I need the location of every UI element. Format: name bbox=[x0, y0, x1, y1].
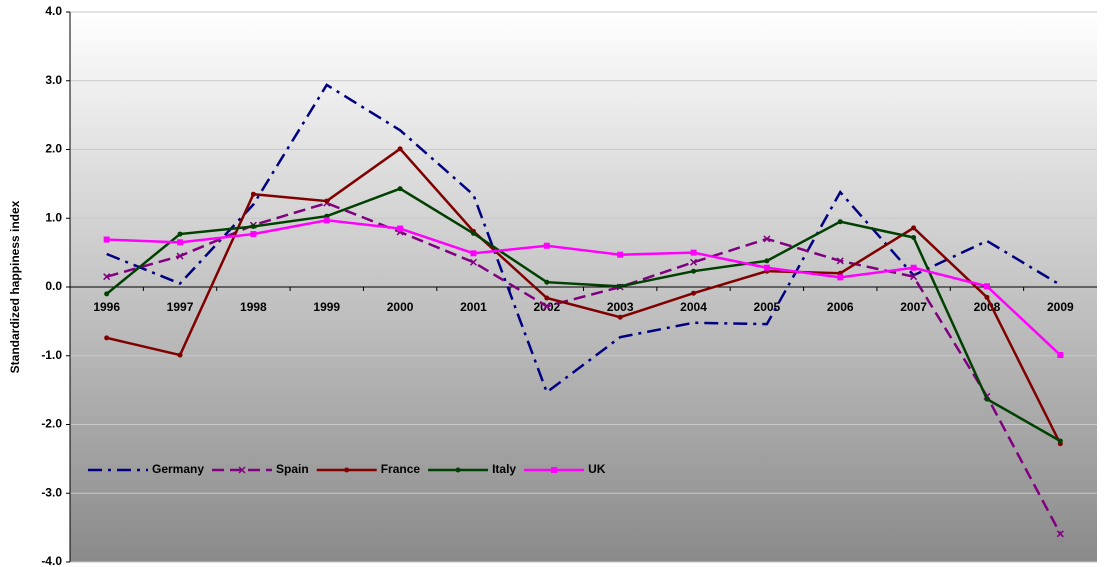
data-point bbox=[176, 252, 184, 260]
legend-label: Spain bbox=[276, 462, 309, 476]
x-tick-label: 1996 bbox=[93, 300, 120, 314]
data-point bbox=[983, 283, 990, 290]
data-point bbox=[984, 396, 990, 402]
data-point bbox=[1056, 530, 1064, 538]
data-point bbox=[104, 291, 110, 297]
data-point bbox=[691, 268, 697, 274]
data-point bbox=[469, 258, 477, 266]
series-line bbox=[105, 187, 1061, 443]
x-tick-label: 2006 bbox=[827, 300, 854, 314]
data-point bbox=[250, 231, 257, 238]
data-point bbox=[250, 191, 256, 197]
data-point bbox=[1057, 438, 1063, 444]
data-point bbox=[103, 236, 110, 243]
data-point bbox=[397, 146, 403, 152]
data-point bbox=[544, 279, 550, 285]
data-point bbox=[103, 273, 111, 281]
data-point bbox=[617, 314, 623, 320]
data-point bbox=[690, 249, 697, 256]
data-point bbox=[397, 225, 404, 232]
data-point bbox=[324, 198, 330, 204]
data-point bbox=[911, 225, 917, 231]
legend-label: UK bbox=[588, 462, 606, 476]
y-tick-label: 3.0 bbox=[45, 73, 62, 87]
data-point bbox=[250, 224, 256, 229]
data-point bbox=[836, 257, 844, 265]
x-tick-label: 1999 bbox=[313, 300, 340, 314]
x-tick-label: 2003 bbox=[607, 300, 634, 314]
y-tick-label: 2.0 bbox=[45, 142, 62, 156]
data-point bbox=[984, 294, 990, 300]
x-tick-label: 2005 bbox=[754, 300, 781, 314]
data-point bbox=[470, 250, 477, 257]
x-tick-label: 1998 bbox=[240, 300, 267, 314]
data-point bbox=[544, 295, 550, 301]
data-point bbox=[690, 258, 698, 266]
legend-marker bbox=[551, 467, 558, 473]
legend-marker bbox=[238, 466, 246, 474]
data-point bbox=[763, 264, 770, 271]
y-tick-label: 1.0 bbox=[45, 210, 62, 224]
data-point bbox=[910, 264, 917, 271]
legend-marker bbox=[455, 467, 461, 473]
data-point bbox=[911, 235, 917, 240]
series-line bbox=[106, 201, 1062, 535]
x-tick-label: 2001 bbox=[460, 300, 487, 314]
x-tick-label: 2008 bbox=[974, 300, 1001, 314]
data-point bbox=[764, 258, 770, 264]
data-point bbox=[470, 230, 476, 236]
data-point bbox=[104, 335, 110, 341]
series-line bbox=[106, 83, 1061, 395]
data-point bbox=[397, 186, 403, 192]
y-tick-label: -3.0 bbox=[41, 485, 62, 499]
data-point bbox=[323, 217, 330, 224]
data-point bbox=[910, 273, 918, 281]
data-point bbox=[837, 274, 844, 281]
x-tick-label: 2009 bbox=[1047, 300, 1074, 314]
data-point bbox=[837, 219, 843, 225]
data-point bbox=[543, 302, 551, 310]
data-point bbox=[177, 239, 184, 246]
data-point bbox=[617, 283, 623, 289]
legend-label: France bbox=[381, 462, 421, 476]
y-axis-title: Standardized happiness index bbox=[8, 200, 22, 373]
y-tick-label: -4.0 bbox=[41, 554, 62, 567]
x-tick-label: 1997 bbox=[167, 300, 194, 314]
data-point bbox=[543, 242, 550, 249]
data-point bbox=[691, 290, 697, 296]
data-point bbox=[177, 352, 183, 358]
legend-label: Italy bbox=[492, 462, 516, 476]
data-point bbox=[763, 235, 771, 243]
data-point bbox=[617, 251, 624, 258]
y-tick-label: -1.0 bbox=[41, 348, 62, 362]
x-tick-label: 2000 bbox=[387, 300, 414, 314]
x-tick-label: 2007 bbox=[900, 300, 927, 314]
legend-label: Germany bbox=[152, 462, 204, 476]
data-point bbox=[1057, 352, 1064, 359]
y-tick-label: 4.0 bbox=[45, 4, 62, 18]
y-tick-label: 0.0 bbox=[45, 279, 62, 293]
series-line bbox=[106, 219, 1062, 356]
y-tick-label: -2.0 bbox=[41, 417, 62, 431]
data-point bbox=[177, 231, 183, 237]
x-tick-label: 2004 bbox=[680, 300, 707, 314]
legend-marker bbox=[344, 467, 350, 473]
